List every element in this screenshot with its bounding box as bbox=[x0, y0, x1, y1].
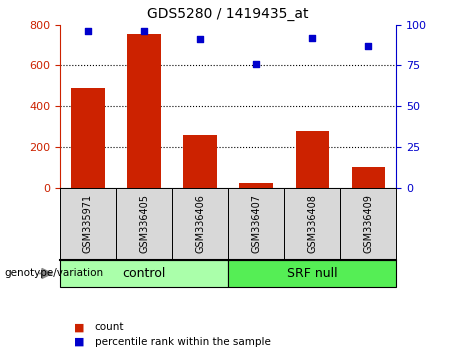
Bar bbox=[183, 135, 217, 188]
Title: GDS5280 / 1419435_at: GDS5280 / 1419435_at bbox=[148, 7, 309, 21]
Bar bbox=[239, 183, 273, 188]
Text: GSM336405: GSM336405 bbox=[139, 194, 149, 253]
Bar bbox=[352, 167, 385, 188]
Point bbox=[84, 28, 92, 34]
Text: genotype/variation: genotype/variation bbox=[5, 268, 104, 279]
Text: SRF null: SRF null bbox=[287, 267, 337, 280]
Point bbox=[309, 35, 316, 41]
Text: count: count bbox=[95, 322, 124, 332]
Bar bbox=[127, 34, 161, 188]
Text: GSM336407: GSM336407 bbox=[251, 194, 261, 253]
Point bbox=[253, 61, 260, 67]
Text: percentile rank within the sample: percentile rank within the sample bbox=[95, 337, 271, 347]
Point bbox=[140, 28, 148, 34]
Text: control: control bbox=[122, 267, 166, 280]
Text: GSM336406: GSM336406 bbox=[195, 194, 205, 253]
Bar bbox=[71, 88, 105, 188]
Point bbox=[196, 36, 204, 42]
Text: ■: ■ bbox=[74, 337, 84, 347]
Text: ■: ■ bbox=[74, 322, 84, 332]
Bar bbox=[296, 131, 329, 188]
Text: GSM336409: GSM336409 bbox=[363, 194, 373, 253]
Text: GSM335971: GSM335971 bbox=[83, 194, 93, 253]
Text: GSM336408: GSM336408 bbox=[307, 194, 317, 253]
Point bbox=[365, 43, 372, 49]
